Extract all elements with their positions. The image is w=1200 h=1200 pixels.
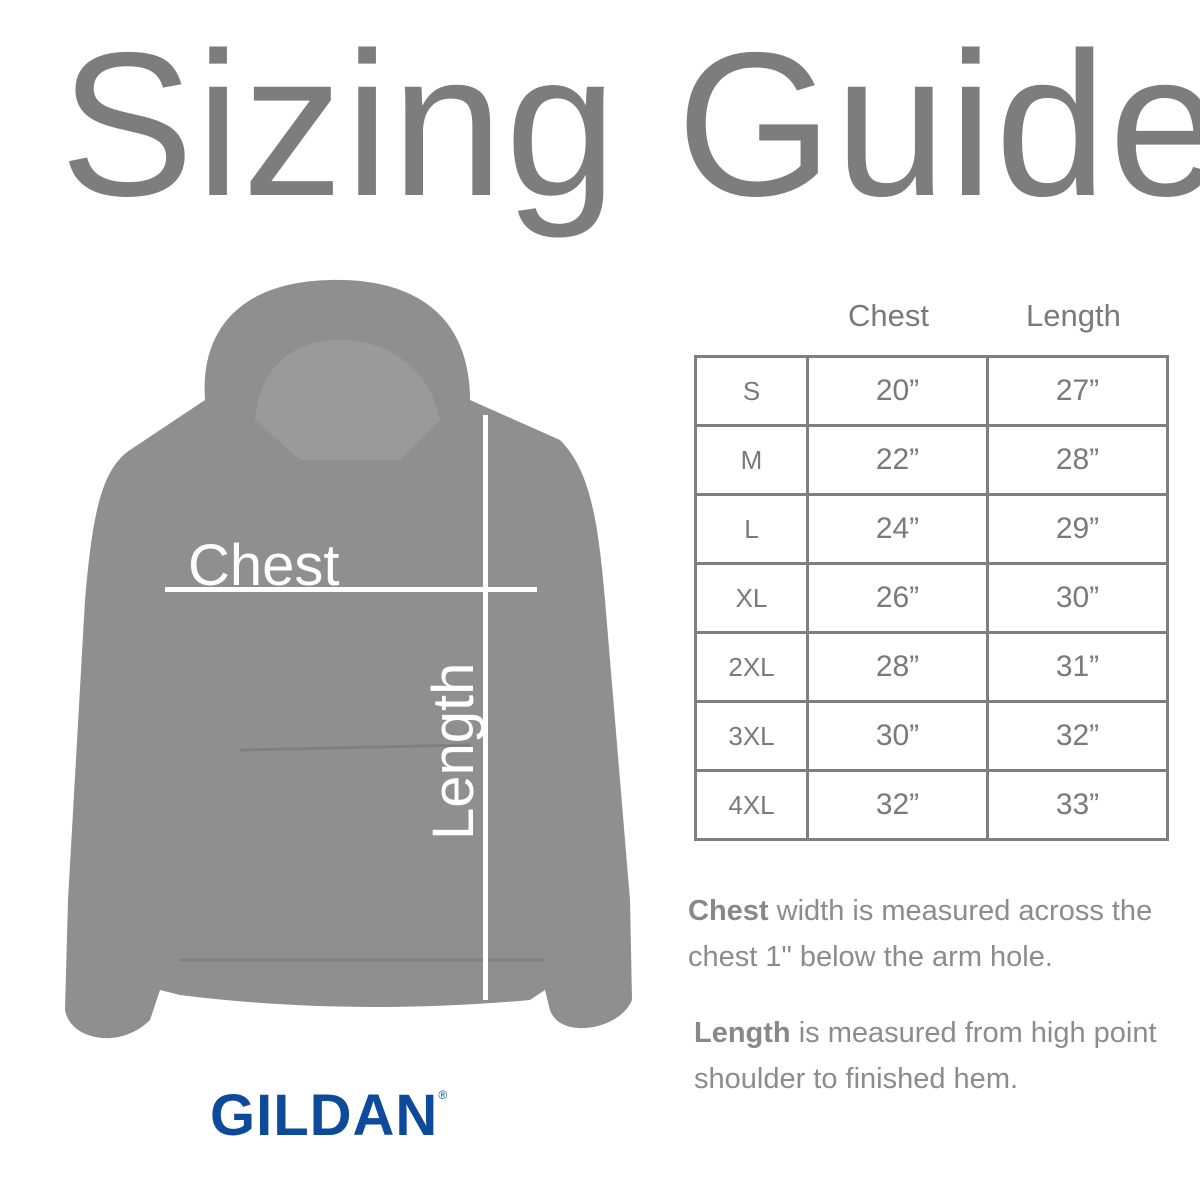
length-diagram-label: Length: [421, 662, 486, 840]
cell-length: 30”: [986, 562, 1169, 634]
length-measure-line: [483, 415, 488, 1000]
size-row: S 20” 27”: [694, 355, 1169, 427]
size-row: L 24” 29”: [694, 493, 1169, 565]
cell-size: 3XL: [694, 700, 809, 772]
chest-diagram-label: Chest: [188, 533, 340, 598]
size-row: M 22” 28”: [694, 424, 1169, 496]
size-row: 4XL 32” 33”: [694, 769, 1169, 841]
cell-chest: 24”: [806, 493, 989, 565]
size-row: XL 26” 30”: [694, 562, 1169, 634]
cell-size: M: [694, 424, 809, 496]
cell-chest: 30”: [806, 700, 989, 772]
cell-size: L: [694, 493, 809, 565]
cell-length: 31”: [986, 631, 1169, 703]
cell-chest: 32”: [806, 769, 989, 841]
cell-chest: 20”: [806, 355, 989, 427]
chest-note: Chest width is measured across the chest…: [688, 895, 1153, 973]
size-table: S 20” 27” M 22” 28” L 24” 29” XL 26” 30” 2XL 28” 31” 3X…: [694, 355, 1169, 841]
length-note: Length is measured from high point shoul…: [694, 1017, 1157, 1095]
cell-chest: 28”: [806, 631, 989, 703]
cell-size: 4XL: [694, 769, 809, 841]
cell-size: 2XL: [694, 631, 809, 703]
cell-length: 29”: [986, 493, 1169, 565]
cell-length: 32”: [986, 700, 1169, 772]
hoodie-body: [65, 279, 632, 1039]
cell-length: 33”: [986, 769, 1169, 841]
header-length: Length: [1026, 298, 1121, 333]
cell-size: XL: [694, 562, 809, 634]
hoodie-illustration: [65, 279, 632, 1039]
gildan-logo: GILDAN®: [210, 1083, 449, 1148]
cell-length: 27”: [986, 355, 1169, 427]
size-row: 3XL 30” 32”: [694, 700, 1169, 772]
cell-length: 28”: [986, 424, 1169, 496]
cell-chest: 26”: [806, 562, 989, 634]
page-title: Sizing Guide: [59, 10, 1200, 239]
cell-chest: 22”: [806, 424, 989, 496]
chest-measure-line: [165, 587, 537, 592]
cell-size: S: [694, 355, 809, 427]
size-row: 2XL 28” 31”: [694, 631, 1169, 703]
header-chest: Chest: [848, 298, 929, 333]
